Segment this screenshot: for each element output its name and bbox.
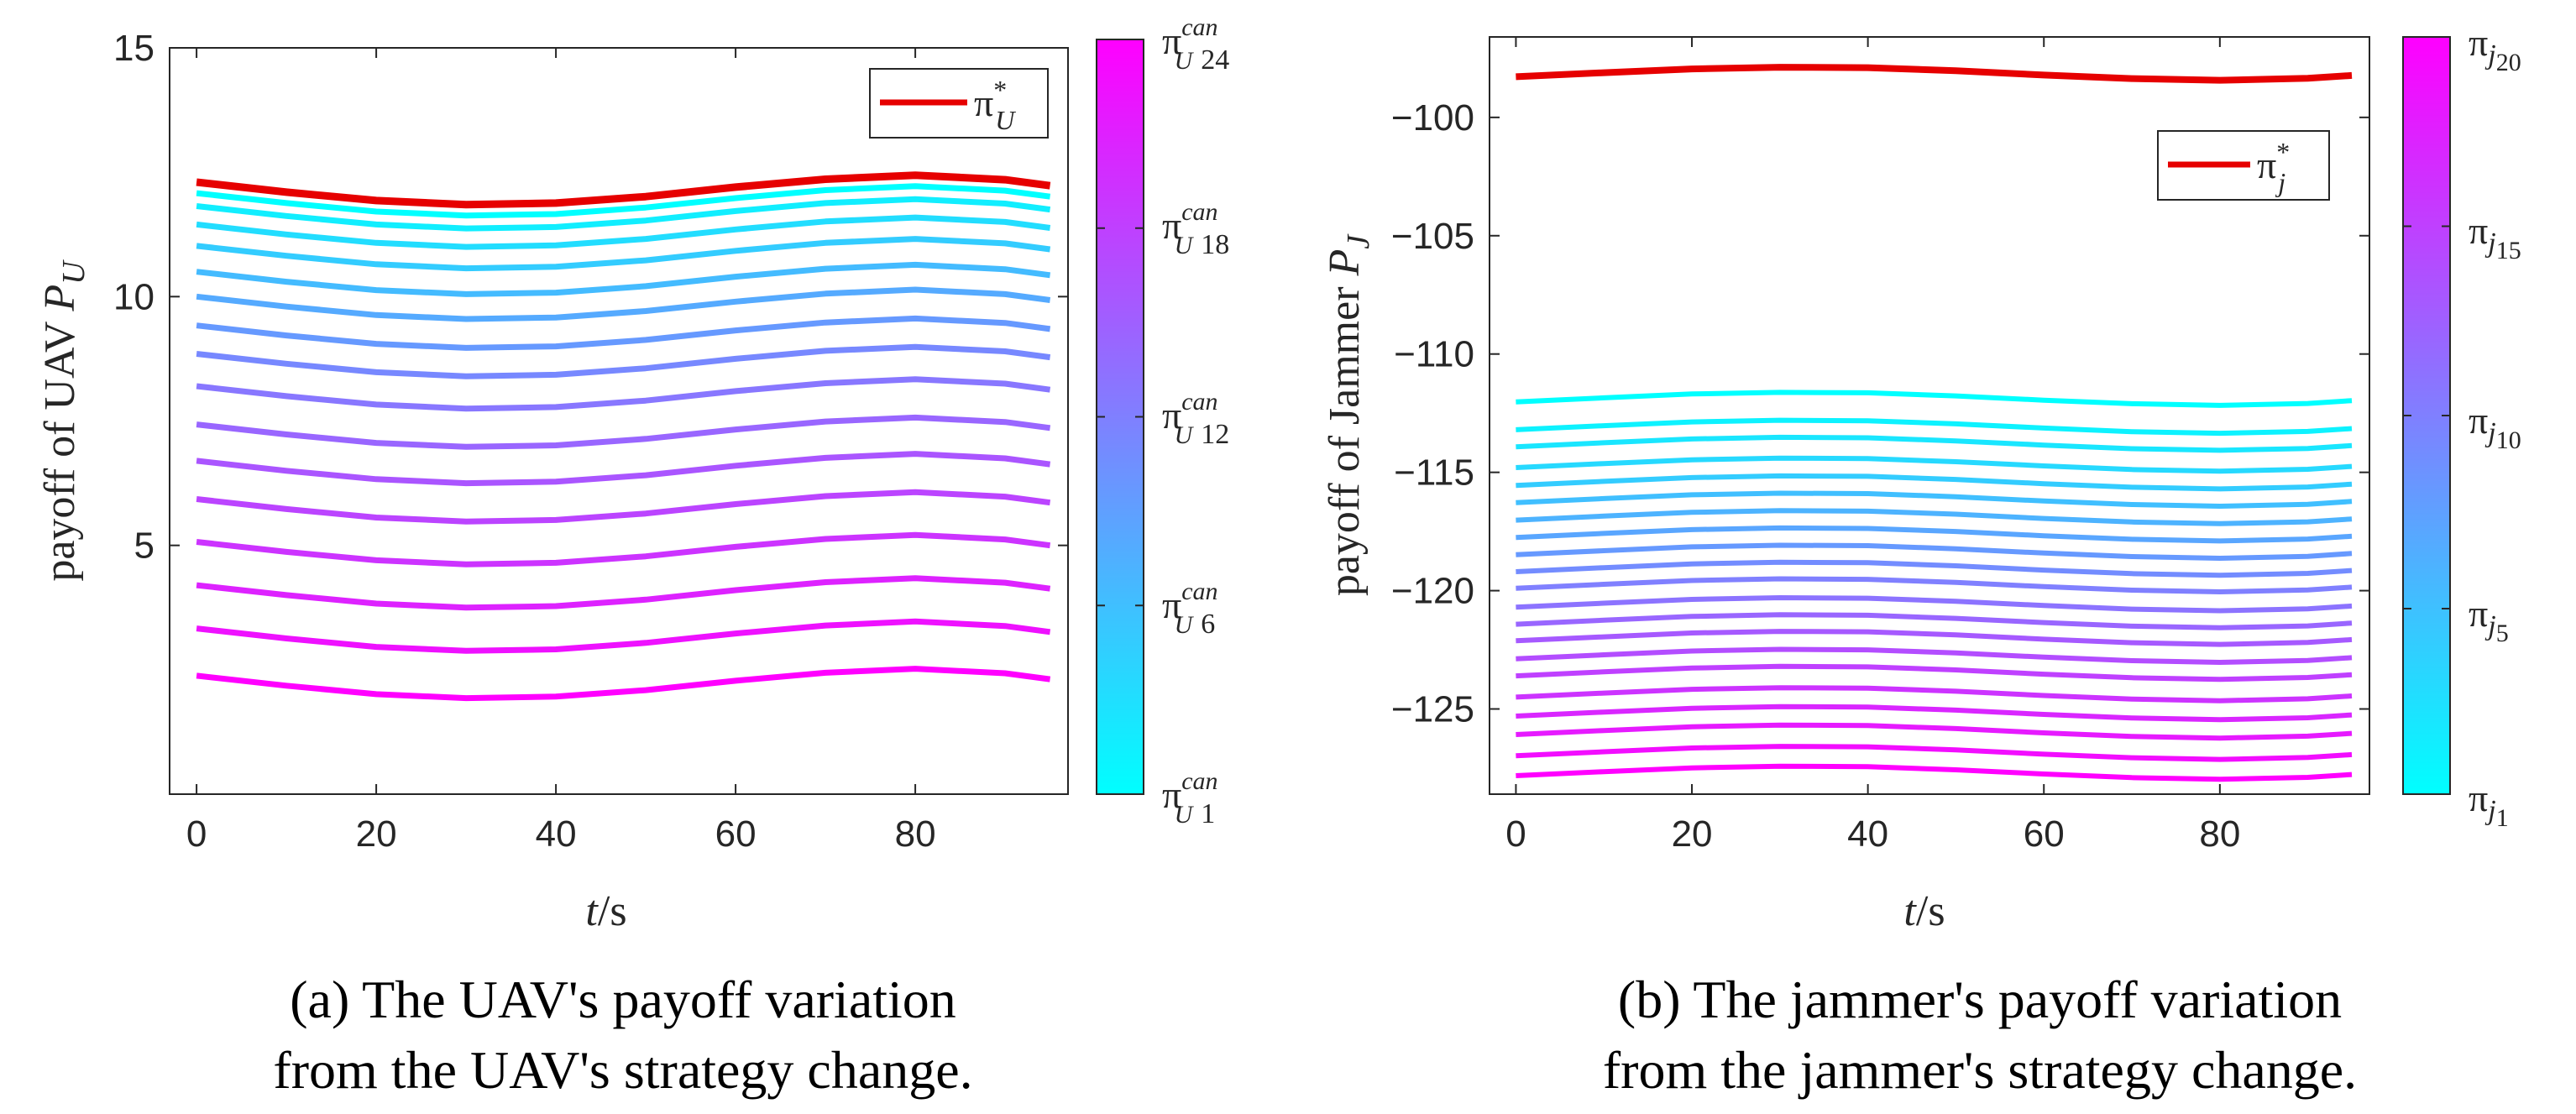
panel-b-ylabel: payoff of Jammer PJ xyxy=(1321,233,1376,596)
panel-b: 0 20 40 60 80 −100 −105 −110 −115 −120 −125 π* j p… xyxy=(1321,21,2521,1100)
panel-a-series-line xyxy=(196,414,1051,450)
panel-b-series-group xyxy=(1516,390,2353,782)
panel-b-ytick-label: −105 xyxy=(1391,216,1474,257)
panel-b-series-line xyxy=(1516,612,2353,630)
cb-a-label-1: πcan U 1 xyxy=(1162,767,1218,829)
panel-a-colorbar-labels: πcan U 1 πcan U 6 πcan U 12 πcan U 18 πcan U 24 xyxy=(1162,13,1229,829)
panel-a-ylabel: payoff of UAV PU xyxy=(36,259,92,582)
panel-a-series-line xyxy=(196,618,1051,654)
panel-a-series-line xyxy=(196,666,1051,702)
panel-a-series-line xyxy=(196,531,1051,567)
panel-b-colorbar-labels: πj1 πj5 πj10 πj15 πj20 xyxy=(2469,21,2521,832)
cb-b-label-15: πj15 xyxy=(2469,209,2521,264)
panel-a-series-group xyxy=(196,183,1051,702)
cb-b-label-10: πj10 xyxy=(2469,399,2521,454)
panel-b-xtick-label: 20 xyxy=(1672,813,1713,855)
panel-b-series-line xyxy=(1516,703,2353,723)
panel-a-series-line xyxy=(196,451,1051,487)
cb-b-label-1: πj1 xyxy=(2469,777,2509,832)
panel-b-series-line xyxy=(1516,390,2353,408)
panel-a-series-line xyxy=(196,183,1051,219)
panel-b-y-ticks: −100 −105 −110 −115 −120 −125 xyxy=(1391,97,2369,730)
legend-b-label: π* j xyxy=(2257,137,2290,197)
panel-b-xtick-label: 80 xyxy=(2199,813,2240,855)
panel-b-ytick-label: −115 xyxy=(1394,452,1474,494)
panel-b-series-line xyxy=(1516,685,2353,703)
panel-a-y-ticks: 5 10 15 xyxy=(113,28,1068,567)
panel-a-xlabel: t/s xyxy=(585,887,626,935)
panel-b-caption-line2: from the jammer's strategy change. xyxy=(1603,1040,2357,1100)
panel-a-series-line xyxy=(196,261,1051,297)
panel-a-caption-line1: (a) The UAV's payoff variation xyxy=(290,970,956,1029)
panel-a-xtick-label: 20 xyxy=(356,813,397,855)
panel-a-series-line xyxy=(196,575,1051,611)
panel-a-caption-line2: from the UAV's strategy change. xyxy=(273,1040,972,1100)
panel-b-x-ticks: 0 20 40 60 80 xyxy=(1505,37,2240,855)
panel-a-xtick-label: 60 xyxy=(715,813,757,855)
panel-a-xtick-label: 0 xyxy=(186,813,207,855)
panel-a-series-line xyxy=(196,343,1051,379)
cb-b-label-5: πj5 xyxy=(2469,592,2509,647)
panel-a-series-line xyxy=(196,286,1051,322)
panel-b-series-line xyxy=(1516,559,2353,578)
panel-b-series-line xyxy=(1516,763,2353,782)
panel-a-ytick-label: 10 xyxy=(113,276,154,317)
panel-b-series-line xyxy=(1516,434,2353,453)
cb-a-label-18: πcan U 18 xyxy=(1162,198,1229,260)
panel-b-optimal-group xyxy=(1516,64,2353,84)
panel-b-colorbar-ticks xyxy=(2403,36,2450,795)
panel-b-series-line xyxy=(1516,576,2353,594)
panel-b-series-line xyxy=(1516,663,2353,683)
panel-b-ytick-label: −110 xyxy=(1394,334,1474,375)
panel-a-series-line xyxy=(196,315,1051,351)
cb-a-label-6: πcan U 6 xyxy=(1162,578,1218,640)
panel-b-series-line xyxy=(1516,473,2353,492)
panel-b-optimal-line xyxy=(1516,64,2353,84)
panel-b-caption-line1: (b) The jammer's payoff variation xyxy=(1618,970,2342,1029)
panel-a-series-line xyxy=(196,489,1051,525)
panel-a-series-line xyxy=(196,376,1051,412)
panel-b-series-line xyxy=(1516,629,2353,647)
panel-b-series-line xyxy=(1516,417,2353,437)
panel-b-xtick-label: 40 xyxy=(1847,813,1888,855)
panel-a-xtick-label: 40 xyxy=(536,813,577,855)
legend-a-label: π* U xyxy=(974,75,1016,135)
panel-a-colorbar-ticks xyxy=(1097,39,1144,795)
cb-b-label-20: πj20 xyxy=(2469,21,2521,76)
panel-a-legend: π* U xyxy=(869,68,1049,139)
panel-b-series-line xyxy=(1516,722,2353,741)
panel-a-ytick-label: 15 xyxy=(113,28,154,69)
panel-a: 0 20 40 60 80 5 10 15 π* U payoff of UAV PU t/s… xyxy=(36,13,1229,1100)
panel-b-xtick-label: 0 xyxy=(1505,813,1526,855)
panel-b-legend: π* j xyxy=(2157,130,2330,201)
panel-a-series-line xyxy=(196,236,1051,272)
panel-b-ytick-label: −125 xyxy=(1391,689,1474,730)
panel-b-series-line xyxy=(1516,744,2353,762)
cb-a-label-12: πcan U 12 xyxy=(1162,388,1229,450)
panel-a-x-ticks: 0 20 40 60 80 xyxy=(186,48,936,855)
panel-a-ytick-label: 5 xyxy=(134,526,154,567)
panel-a-series-line xyxy=(196,214,1051,250)
panel-b-series-line xyxy=(1516,542,2353,561)
panel-b-xlabel: t/s xyxy=(1903,887,1945,935)
panel-a-series-line xyxy=(196,196,1051,232)
panel-b-xtick-label: 60 xyxy=(2024,813,2065,855)
panel-a-optimal-group xyxy=(196,171,1051,209)
panel-b-series-line xyxy=(1516,490,2353,509)
panel-b-series-line xyxy=(1516,595,2353,614)
panel-b-ytick-label: −120 xyxy=(1391,571,1474,612)
panel-a-xtick-label: 80 xyxy=(895,813,936,855)
panel-b-series-line xyxy=(1516,508,2353,526)
panel-a-optimal-line xyxy=(196,171,1051,209)
panel-b-series-line xyxy=(1516,646,2353,665)
cb-a-label-24: πcan U 24 xyxy=(1162,13,1229,76)
panel-b-series-line xyxy=(1516,455,2353,474)
panel-b-series-line xyxy=(1516,525,2353,544)
panel-b-ytick-label: −100 xyxy=(1391,97,1474,139)
